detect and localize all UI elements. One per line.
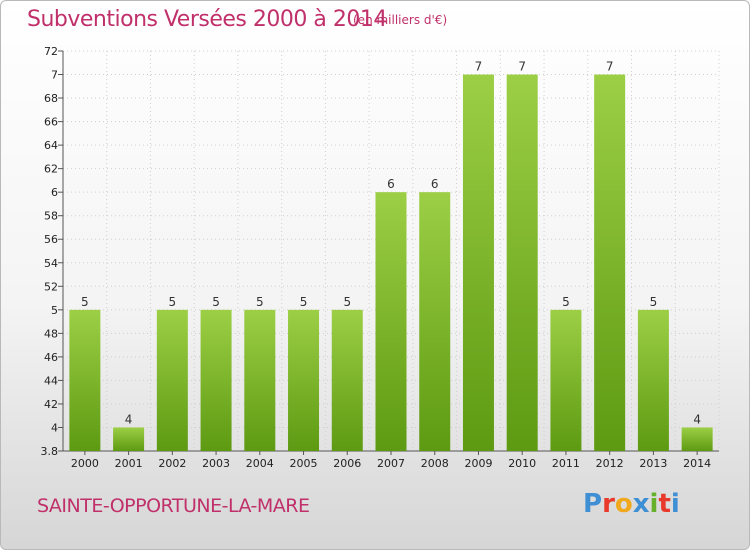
logo-letter: r — [602, 489, 615, 519]
bar-2000 — [69, 309, 101, 451]
y-tick-label: 52 — [44, 280, 58, 293]
data-label: 6 — [431, 177, 439, 191]
x-tick-label: 2009 — [464, 457, 492, 470]
x-tick-label: 2001 — [115, 457, 143, 470]
y-tick-label: 46 — [44, 351, 58, 364]
logo-letter: x — [632, 489, 650, 519]
x-tick-label: 2014 — [683, 457, 711, 470]
chart-subtitle: (en milliers d'€) — [353, 13, 448, 27]
x-tick-label: 2010 — [508, 457, 536, 470]
y-tick-label: 66 — [44, 116, 58, 129]
y-tick-label: 6 — [51, 186, 58, 199]
y-tick-label: 44 — [44, 374, 58, 387]
x-tick-label: 2011 — [552, 457, 580, 470]
bar-2013 — [637, 309, 669, 451]
y-tick-label: 56 — [44, 233, 58, 246]
data-label: 7 — [606, 60, 614, 74]
y-tick-label: 72 — [44, 45, 58, 58]
y-tick-label: 48 — [44, 327, 58, 340]
bar-2010 — [506, 74, 538, 451]
bar-2003 — [200, 309, 232, 451]
data-label: 5 — [81, 295, 89, 309]
data-label: 5 — [343, 295, 351, 309]
data-label: 6 — [387, 177, 395, 191]
y-tick-label: 58 — [44, 210, 58, 223]
bar-2004 — [244, 309, 276, 451]
logo-letter: i — [670, 489, 680, 519]
x-tick-label: 2012 — [596, 457, 624, 470]
x-tick-label: 2013 — [639, 457, 667, 470]
bar-2011 — [550, 309, 582, 451]
logo-letter: t — [658, 489, 671, 519]
data-labels: 5 4 5 5 5 5 5 6 6 7 7 5 7 5 4 — [81, 60, 701, 427]
y-tick-label: 3.8 — [41, 445, 59, 458]
bar-2009 — [462, 74, 494, 451]
bar-2002 — [156, 309, 188, 451]
bar-2007 — [375, 192, 407, 452]
logo-letter: i — [649, 489, 659, 519]
y-tick-label: 5 — [51, 304, 58, 317]
y-tick-label: 54 — [44, 257, 58, 270]
y-tick-label: 62 — [44, 163, 58, 176]
x-tick-label: 2000 — [71, 457, 99, 470]
bar-2014 — [681, 427, 713, 451]
data-label: 5 — [300, 295, 308, 309]
data-label: 5 — [212, 295, 220, 309]
bar-2008 — [419, 192, 451, 452]
data-label: 7 — [475, 60, 483, 74]
data-label: 5 — [650, 295, 658, 309]
data-label: 5 — [256, 295, 264, 309]
logo-letter: o — [614, 489, 633, 519]
data-label: 7 — [518, 60, 526, 74]
y-tick-label: 64 — [44, 139, 58, 152]
proxiti-logo[interactable]: Proxiti — [583, 489, 680, 519]
x-tick-label: 2008 — [421, 457, 449, 470]
y-tick-label: 68 — [44, 92, 58, 105]
x-tick-label: 2004 — [246, 457, 274, 470]
y-tick-label: 4 — [51, 421, 58, 434]
data-label: 5 — [562, 295, 570, 309]
data-label: 5 — [169, 295, 177, 309]
data-label: 4 — [125, 412, 133, 426]
x-tick-label: 2003 — [202, 457, 230, 470]
bars — [69, 74, 713, 452]
y-tick-label: 42 — [44, 398, 58, 411]
y-tick-label: 7 — [51, 69, 58, 82]
commune-name: SAINTE-OPPORTUNE-LA-MARE — [37, 495, 310, 517]
x-tick-label: 2002 — [158, 457, 186, 470]
x-tick-label: 2005 — [290, 457, 318, 470]
bar-2006 — [331, 309, 363, 451]
logo-letter: P — [583, 489, 603, 519]
data-label: 4 — [693, 412, 701, 426]
bar-2001 — [113, 427, 145, 451]
chart-title: Subventions Versées 2000 à 2014 — [27, 7, 387, 32]
x-tick-label: 2006 — [333, 457, 361, 470]
bar-2005 — [288, 309, 320, 451]
bar-2012 — [594, 74, 626, 451]
x-tick-label: 2007 — [377, 457, 405, 470]
